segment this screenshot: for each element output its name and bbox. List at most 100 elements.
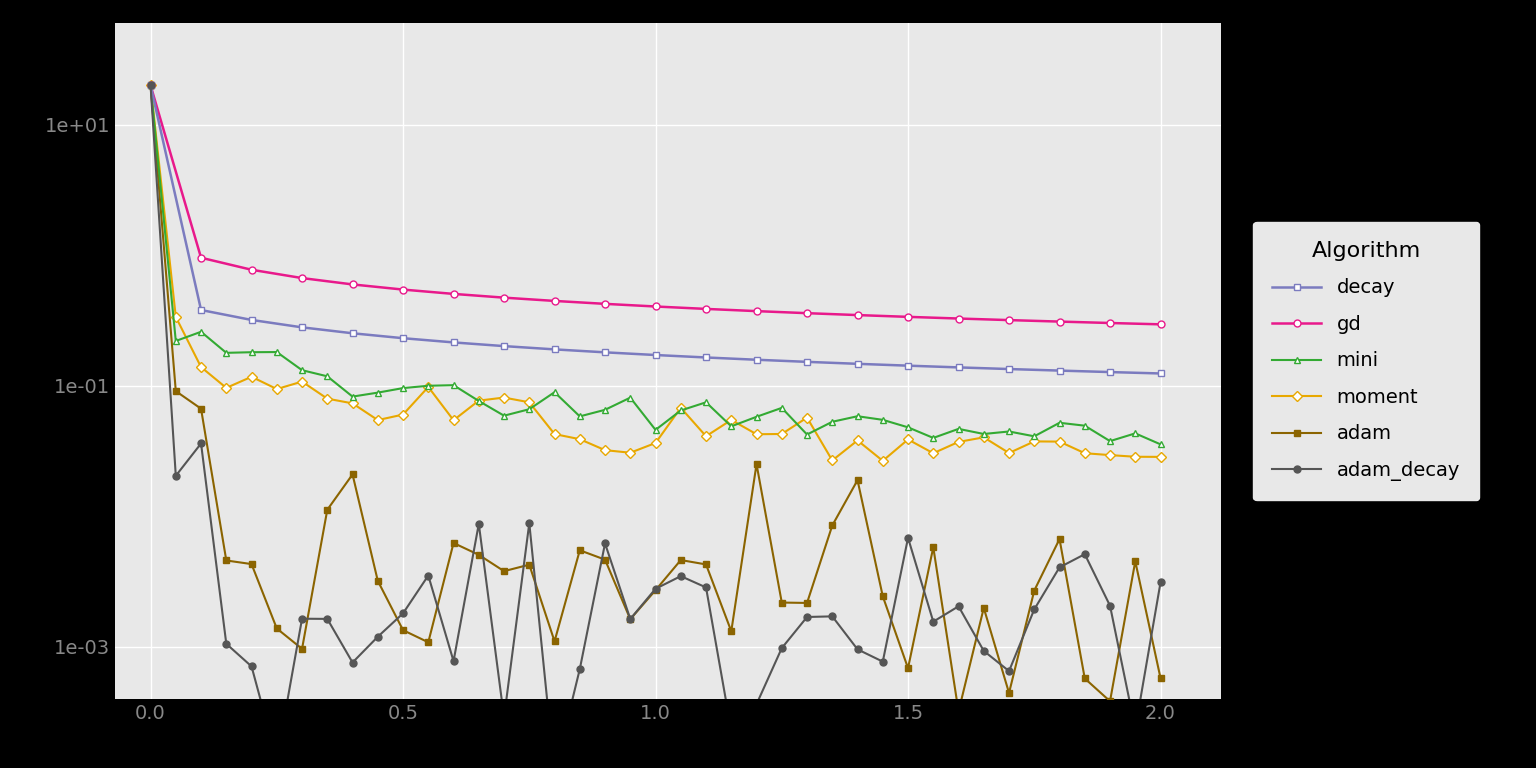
adam bbox=[1101, 697, 1120, 706]
decay bbox=[596, 348, 614, 357]
moment bbox=[344, 399, 362, 408]
moment bbox=[419, 382, 438, 392]
decay bbox=[647, 350, 665, 359]
decay bbox=[1000, 365, 1018, 374]
adam_decay bbox=[419, 571, 438, 580]
moment bbox=[748, 429, 766, 439]
adam bbox=[393, 626, 412, 635]
gd bbox=[899, 313, 917, 322]
adam_decay bbox=[899, 533, 917, 542]
adam bbox=[823, 521, 842, 530]
adam bbox=[521, 560, 539, 569]
adam_decay bbox=[267, 755, 286, 764]
adam bbox=[1025, 586, 1043, 595]
Line: mini: mini bbox=[147, 82, 1164, 448]
mini bbox=[874, 415, 892, 425]
adam bbox=[545, 637, 564, 646]
mini bbox=[217, 348, 235, 357]
adam bbox=[949, 707, 968, 716]
gd bbox=[848, 310, 866, 319]
gd bbox=[647, 302, 665, 311]
decay bbox=[293, 323, 312, 332]
moment bbox=[1051, 437, 1069, 446]
gd bbox=[697, 304, 716, 313]
gd bbox=[444, 290, 462, 299]
adam bbox=[293, 644, 312, 654]
moment bbox=[874, 456, 892, 465]
moment bbox=[570, 435, 588, 444]
adam bbox=[192, 404, 210, 413]
adam_decay bbox=[647, 584, 665, 594]
moment bbox=[647, 439, 665, 448]
adam_decay bbox=[974, 647, 992, 656]
mini bbox=[243, 348, 261, 357]
moment bbox=[470, 396, 488, 406]
mini bbox=[470, 396, 488, 406]
gd bbox=[1000, 316, 1018, 325]
moment bbox=[1101, 451, 1120, 460]
mini bbox=[596, 406, 614, 415]
adam_decay bbox=[344, 658, 362, 667]
decay bbox=[444, 338, 462, 347]
gd bbox=[344, 280, 362, 289]
moment bbox=[925, 449, 943, 458]
adam bbox=[647, 585, 665, 594]
adam_decay bbox=[1075, 550, 1094, 559]
adam bbox=[318, 505, 336, 515]
adam bbox=[722, 627, 740, 636]
mini bbox=[267, 347, 286, 356]
decay bbox=[848, 359, 866, 369]
adam bbox=[141, 81, 160, 90]
gd bbox=[1152, 319, 1170, 329]
moment bbox=[1152, 452, 1170, 462]
moment bbox=[823, 456, 842, 465]
adam bbox=[1075, 674, 1094, 683]
moment bbox=[697, 432, 716, 441]
gd bbox=[393, 285, 412, 294]
mini bbox=[521, 405, 539, 414]
moment bbox=[293, 377, 312, 386]
adam_decay bbox=[925, 617, 943, 626]
adam_decay bbox=[874, 657, 892, 666]
Line: adam_decay: adam_decay bbox=[147, 82, 1164, 768]
adam bbox=[697, 560, 716, 569]
moment bbox=[495, 393, 513, 402]
adam_decay bbox=[1126, 724, 1144, 733]
mini bbox=[444, 381, 462, 390]
adam_decay bbox=[697, 583, 716, 592]
gd bbox=[141, 81, 160, 90]
adam_decay bbox=[773, 644, 791, 653]
adam_decay bbox=[823, 612, 842, 621]
adam_decay bbox=[797, 612, 816, 621]
moment bbox=[393, 410, 412, 419]
mini bbox=[1152, 440, 1170, 449]
adam bbox=[671, 555, 690, 564]
gd bbox=[1101, 319, 1120, 328]
mini bbox=[748, 412, 766, 422]
adam bbox=[166, 386, 184, 396]
mini bbox=[1051, 419, 1069, 428]
gd bbox=[293, 273, 312, 283]
adam_decay bbox=[521, 518, 539, 528]
moment bbox=[621, 448, 639, 457]
adam bbox=[419, 637, 438, 647]
adam_decay bbox=[748, 700, 766, 709]
Legend: decay, gd, mini, moment, adam, adam_decay: decay, gd, mini, moment, adam, adam_deca… bbox=[1253, 221, 1479, 501]
adam bbox=[974, 604, 992, 613]
decay bbox=[1152, 369, 1170, 378]
mini bbox=[344, 392, 362, 401]
moment bbox=[141, 81, 160, 90]
adam_decay bbox=[671, 571, 690, 581]
adam bbox=[470, 550, 488, 559]
Line: decay: decay bbox=[147, 82, 1164, 377]
adam_decay bbox=[393, 609, 412, 618]
adam bbox=[621, 614, 639, 624]
adam_decay bbox=[166, 472, 184, 481]
moment bbox=[243, 372, 261, 382]
adam_decay bbox=[470, 519, 488, 528]
adam_decay bbox=[621, 614, 639, 624]
moment bbox=[974, 432, 992, 442]
moment bbox=[192, 362, 210, 372]
moment bbox=[166, 313, 184, 322]
mini bbox=[949, 424, 968, 433]
